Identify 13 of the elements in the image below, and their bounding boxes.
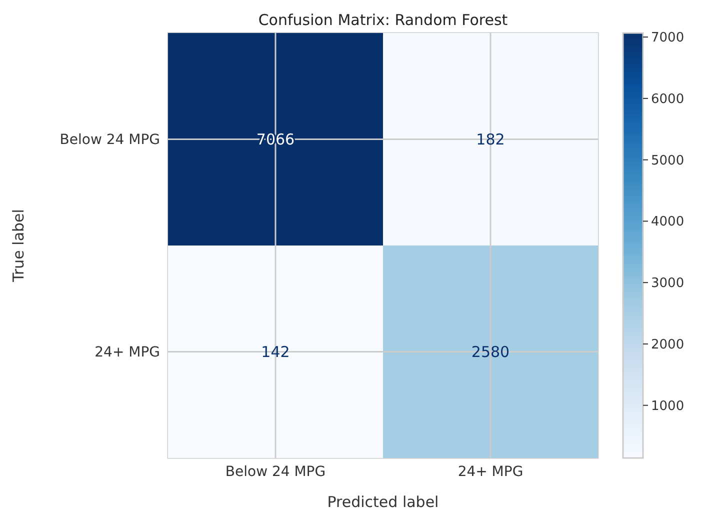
- color-bar-label: 7000: [651, 30, 684, 46]
- color-bar-label: 5000: [651, 153, 684, 168]
- x-axis-title: Predicted label: [327, 493, 439, 511]
- data-label: 142: [261, 343, 290, 361]
- color-bar-label: 4000: [651, 214, 684, 230]
- y-axis-title: True label: [9, 209, 28, 283]
- data-label: 2580: [471, 343, 510, 361]
- data-label: 182: [476, 130, 505, 148]
- chart-title: Confusion Matrix: Random Forest: [258, 11, 508, 29]
- color-bar-label: 6000: [651, 92, 684, 107]
- color-bar-label: 2000: [651, 338, 684, 353]
- color-bar-label: 3000: [651, 276, 684, 292]
- color-bar-label: 1000: [651, 398, 684, 414]
